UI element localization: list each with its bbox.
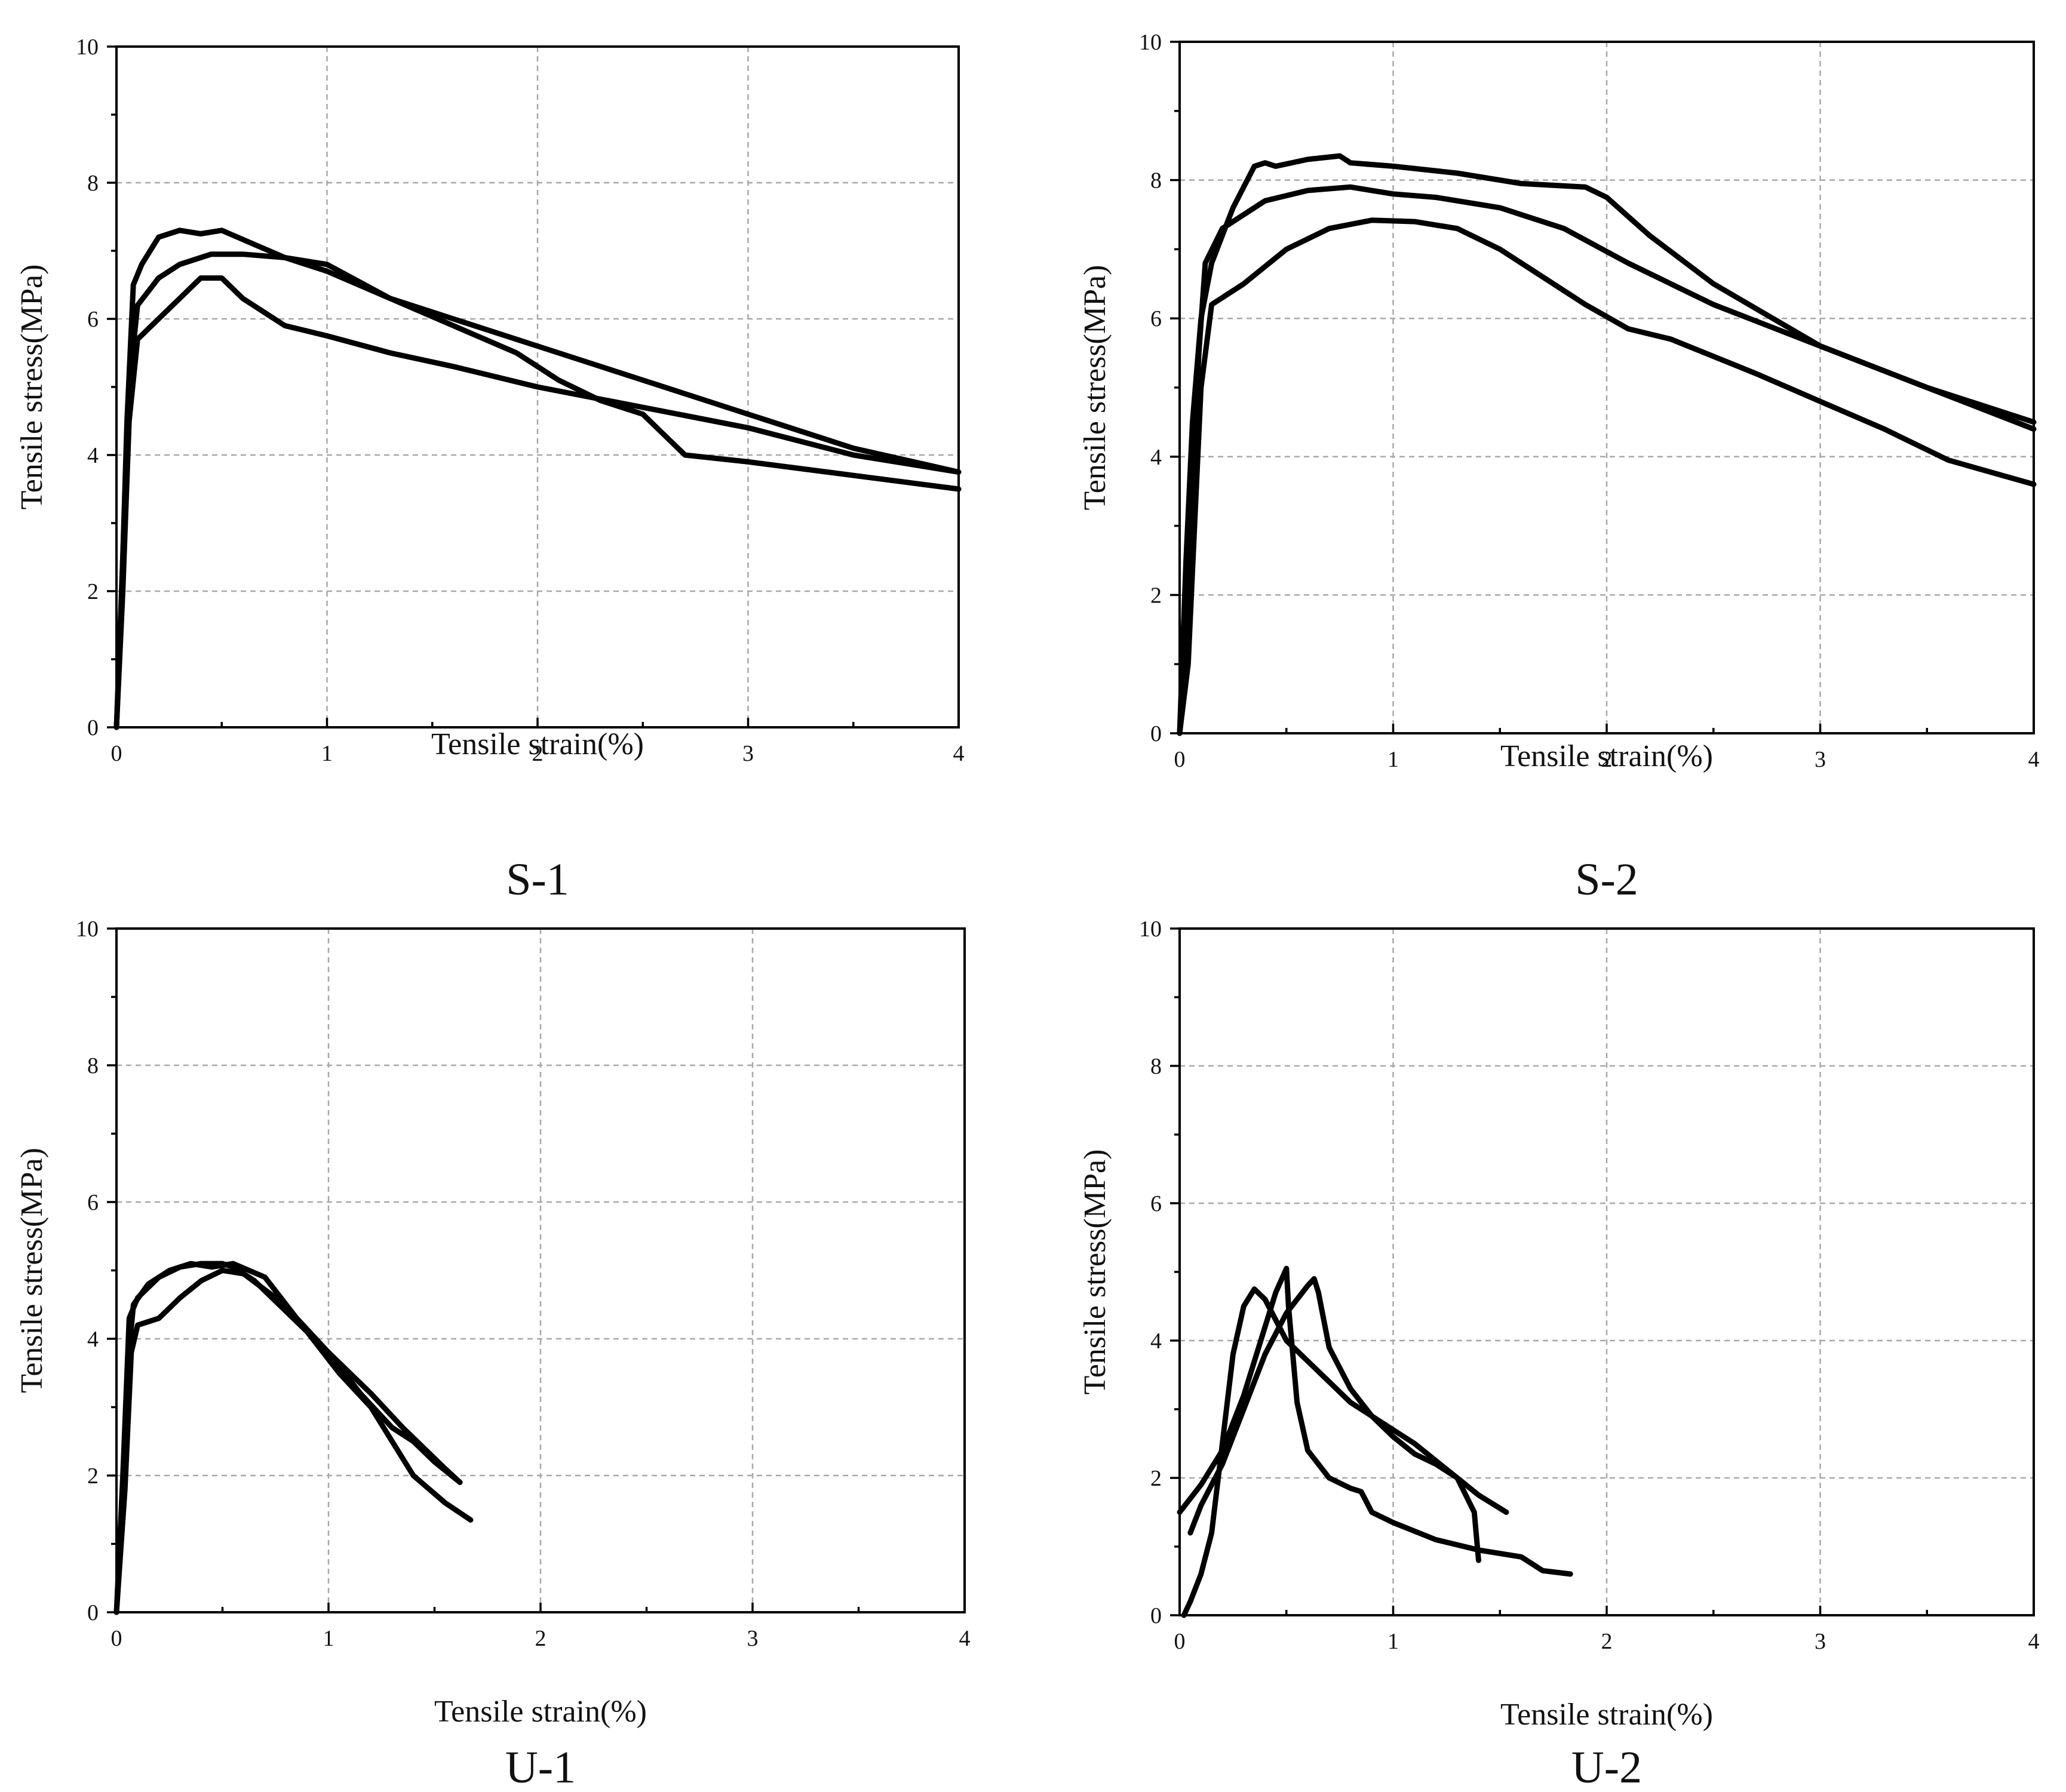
y-tick-label: 8 bbox=[87, 171, 99, 196]
series-line-2 bbox=[113, 275, 962, 730]
panel-caption: U-2 bbox=[1571, 1742, 1642, 1792]
x-tick-label: 3 bbox=[1815, 747, 1826, 772]
x-tick-label: 2 bbox=[532, 741, 544, 766]
series-line-2 bbox=[1177, 184, 2037, 736]
series-line-1 bbox=[1181, 1286, 1481, 1618]
x-tick-label: 4 bbox=[2028, 1629, 2040, 1654]
panel-caption: S-2 bbox=[1575, 854, 1638, 905]
y-tick-label: 8 bbox=[1150, 168, 1162, 193]
y-axis-label: Tensile stress(MPa) bbox=[15, 265, 49, 510]
x-tick-label: 1 bbox=[1387, 1629, 1399, 1654]
y-tick-label: 4 bbox=[87, 1327, 99, 1352]
x-axis-label: Tensile strain(%) bbox=[1500, 739, 1713, 773]
panel-caption: S-1 bbox=[506, 854, 569, 905]
y-tick-label: 6 bbox=[87, 307, 99, 332]
y-tick-label: 2 bbox=[1150, 583, 1162, 608]
y-axis-label: Tensile stress(MPa) bbox=[1078, 1149, 1112, 1395]
y-tick-label: 0 bbox=[87, 1600, 99, 1625]
y-tick-label: 2 bbox=[87, 1464, 99, 1489]
y-tick-label: 8 bbox=[87, 1053, 99, 1078]
series-line-3 bbox=[113, 251, 962, 730]
series-line-3 bbox=[113, 1261, 463, 1615]
y-tick-label: 10 bbox=[1139, 30, 1162, 55]
series-line-3 bbox=[1177, 217, 2037, 736]
y-tick-label: 6 bbox=[87, 1190, 99, 1215]
series-line-2 bbox=[1177, 1265, 1573, 1577]
y-tick-label: 6 bbox=[1150, 1191, 1162, 1216]
chart-panel-1: 0 1 2 3 4 0 2 4 6 8 10 Tensile strain(%) Tensile str… bbox=[15, 35, 965, 905]
y-tick-label: 4 bbox=[1150, 1329, 1162, 1354]
y-tick-label: 0 bbox=[1150, 721, 1162, 746]
x-axis-label: Tensile strain(%) bbox=[434, 1695, 647, 1729]
y-tick-label: 4 bbox=[87, 443, 99, 468]
x-tick-label: 4 bbox=[959, 1626, 971, 1651]
x-tick-label: 3 bbox=[742, 741, 754, 766]
chart-panel-3: 0 1 2 3 4 0 2 4 6 8 10 Tensile strain(%) Tensile str… bbox=[15, 917, 971, 1792]
x-tick-label: 2 bbox=[1601, 1629, 1613, 1654]
x-tick-label: 2 bbox=[1601, 747, 1613, 772]
x-tick-label: 1 bbox=[323, 1626, 334, 1651]
chart-panel-2: 0 1 2 3 4 0 2 4 6 8 10 Tensile strain(%) Tensile str… bbox=[1078, 30, 2040, 905]
y-axis-label: Tensile stress(MPa) bbox=[1078, 265, 1112, 511]
x-tick-label: 1 bbox=[321, 741, 333, 766]
x-tick-label: 4 bbox=[953, 741, 965, 766]
y-tick-label: 8 bbox=[1150, 1054, 1162, 1079]
series-line-1 bbox=[1177, 153, 2037, 736]
x-tick-label: 2 bbox=[535, 1626, 547, 1651]
y-tick-label: 0 bbox=[87, 715, 99, 740]
x-axis-label: Tensile strain(%) bbox=[431, 727, 644, 761]
x-tick-label: 0 bbox=[1174, 747, 1186, 772]
y-tick-label: 2 bbox=[87, 579, 99, 604]
panel-caption: U-1 bbox=[505, 1742, 576, 1792]
y-tick-label: 10 bbox=[76, 917, 99, 942]
y-axis-label: Tensile stress(MPa) bbox=[15, 1148, 49, 1393]
x-tick-label: 3 bbox=[1815, 1629, 1826, 1654]
x-axis-label: Tensile strain(%) bbox=[1500, 1698, 1713, 1732]
series-line-1 bbox=[113, 228, 962, 730]
y-tick-label: 0 bbox=[1150, 1603, 1162, 1628]
y-tick-label: 4 bbox=[1150, 445, 1162, 470]
x-tick-label: 0 bbox=[1174, 1629, 1186, 1654]
y-tick-label: 10 bbox=[1139, 917, 1162, 942]
x-tick-label: 1 bbox=[1387, 747, 1399, 772]
y-tick-label: 10 bbox=[76, 35, 99, 60]
x-tick-label: 0 bbox=[111, 741, 122, 766]
x-tick-label: 3 bbox=[747, 1626, 759, 1651]
y-tick-label: 2 bbox=[1150, 1466, 1162, 1491]
x-tick-label: 0 bbox=[111, 1626, 122, 1651]
chart-panel-4: 0 1 2 3 4 0 2 4 6 8 10 Tensile strain(%) Tensile str… bbox=[1078, 917, 2040, 1792]
y-tick-label: 6 bbox=[1150, 306, 1162, 331]
series-line-3 bbox=[1187, 1276, 1509, 1536]
x-tick-label: 4 bbox=[2028, 747, 2040, 772]
